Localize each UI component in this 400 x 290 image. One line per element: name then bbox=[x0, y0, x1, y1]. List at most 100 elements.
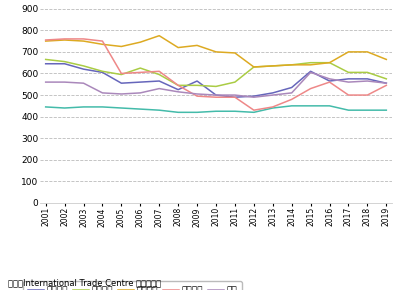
フランス bbox=[252, 65, 256, 69]
スペイン bbox=[157, 70, 162, 73]
オランダ bbox=[232, 51, 237, 55]
フランス bbox=[43, 58, 48, 61]
英国 bbox=[176, 90, 180, 94]
フランス bbox=[195, 84, 200, 87]
オランダ bbox=[346, 50, 351, 54]
英国 bbox=[214, 93, 218, 97]
イタリア bbox=[100, 71, 105, 74]
英国 bbox=[43, 80, 48, 84]
Line: オランダ: オランダ bbox=[46, 36, 386, 67]
オランダ bbox=[214, 50, 218, 54]
英国 bbox=[308, 71, 313, 74]
英国 bbox=[119, 92, 124, 96]
スペイン bbox=[346, 93, 351, 97]
イタリア bbox=[365, 77, 370, 81]
イタリア bbox=[384, 81, 389, 85]
フランス bbox=[100, 70, 105, 73]
スペイン bbox=[176, 84, 180, 87]
オランダ bbox=[308, 63, 313, 67]
Line: フランス: フランス bbox=[46, 59, 386, 86]
フランス bbox=[346, 71, 351, 74]
英国 bbox=[252, 95, 256, 99]
オランダ bbox=[81, 39, 86, 43]
英国 bbox=[62, 80, 67, 84]
スペイン bbox=[119, 72, 124, 75]
スペイン bbox=[252, 108, 256, 112]
フランス bbox=[270, 64, 275, 68]
スペイン bbox=[214, 95, 218, 99]
フランス bbox=[308, 61, 313, 64]
Line: ドイツ: ドイツ bbox=[46, 106, 386, 112]
英国 bbox=[100, 91, 105, 95]
ドイツ bbox=[176, 110, 180, 114]
スペイン bbox=[81, 37, 86, 41]
英国 bbox=[138, 91, 143, 95]
スペイン bbox=[270, 105, 275, 109]
フランス bbox=[327, 61, 332, 64]
英国 bbox=[157, 87, 162, 90]
イタリア bbox=[308, 70, 313, 73]
フランス bbox=[138, 66, 143, 70]
ドイツ bbox=[365, 108, 370, 112]
イタリア bbox=[119, 81, 124, 85]
イタリア bbox=[176, 88, 180, 91]
スペイン bbox=[195, 95, 200, 98]
フランス bbox=[384, 77, 389, 81]
ドイツ bbox=[214, 110, 218, 113]
スペイン bbox=[308, 87, 313, 90]
オランダ bbox=[195, 44, 200, 47]
イタリア bbox=[327, 79, 332, 83]
フランス bbox=[62, 60, 67, 63]
Legend: イタリア, ドイツ, フランス, オランダ, スペイン, 英国: イタリア, ドイツ, フランス, オランダ, スペイン, 英国 bbox=[23, 281, 242, 290]
オランダ bbox=[43, 39, 48, 43]
スペイン bbox=[365, 93, 370, 97]
ドイツ bbox=[43, 105, 48, 109]
オランダ bbox=[384, 58, 389, 61]
オランダ bbox=[100, 43, 105, 46]
Line: イタリア: イタリア bbox=[46, 64, 386, 97]
ドイツ bbox=[346, 108, 351, 112]
イタリア bbox=[62, 62, 67, 66]
オランダ bbox=[252, 65, 256, 69]
ドイツ bbox=[308, 104, 313, 108]
英国 bbox=[195, 92, 200, 96]
英国 bbox=[81, 81, 86, 85]
フランス bbox=[232, 80, 237, 84]
フランス bbox=[214, 85, 218, 88]
イタリア bbox=[157, 79, 162, 83]
スペイン bbox=[62, 37, 67, 41]
オランダ bbox=[270, 64, 275, 68]
フランス bbox=[289, 63, 294, 67]
スペイン bbox=[327, 80, 332, 84]
イタリア bbox=[270, 91, 275, 95]
ドイツ bbox=[81, 105, 86, 109]
オランダ bbox=[289, 63, 294, 67]
ドイツ bbox=[62, 106, 67, 110]
Line: スペイン: スペイン bbox=[46, 39, 386, 110]
イタリア bbox=[289, 86, 294, 89]
イタリア bbox=[232, 95, 237, 99]
フランス bbox=[119, 73, 124, 76]
ドイツ bbox=[100, 105, 105, 109]
英国 bbox=[365, 79, 370, 83]
スペイン bbox=[43, 38, 48, 42]
オランダ bbox=[62, 38, 67, 42]
スペイン bbox=[232, 95, 237, 99]
オランダ bbox=[365, 50, 370, 54]
ドイツ bbox=[195, 110, 200, 114]
ドイツ bbox=[327, 104, 332, 108]
英国 bbox=[289, 91, 294, 95]
英国 bbox=[327, 77, 332, 81]
英国 bbox=[232, 93, 237, 97]
オランダ bbox=[138, 40, 143, 44]
オランダ bbox=[327, 61, 332, 64]
ドイツ bbox=[232, 110, 237, 113]
イタリア bbox=[346, 77, 351, 81]
フランス bbox=[81, 64, 86, 68]
ドイツ bbox=[119, 106, 124, 110]
スペイン bbox=[384, 84, 389, 87]
イタリア bbox=[43, 62, 48, 66]
イタリア bbox=[195, 79, 200, 83]
スペイン bbox=[100, 39, 105, 43]
イタリア bbox=[138, 80, 143, 84]
